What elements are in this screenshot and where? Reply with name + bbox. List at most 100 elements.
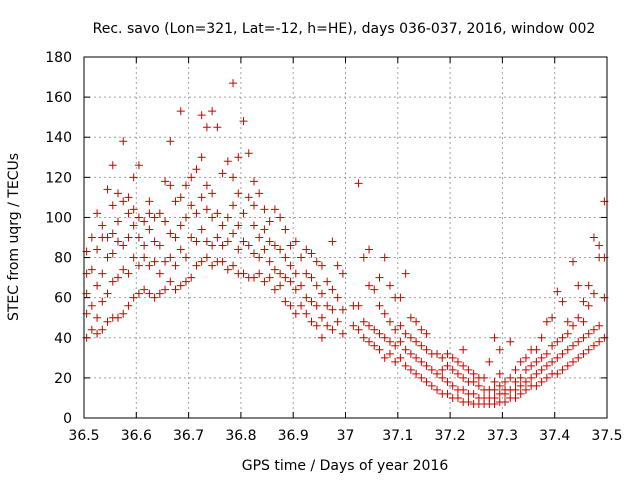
- y-tick-label: 140: [45, 130, 72, 146]
- data-point: [161, 177, 170, 186]
- data-point: [406, 333, 415, 342]
- data-point: [422, 377, 431, 386]
- data-point: [375, 329, 384, 338]
- x-tick-label: 37.5: [591, 428, 622, 444]
- data-point: [370, 341, 379, 350]
- data-point: [276, 213, 285, 222]
- data-point: [93, 313, 102, 322]
- data-point: [574, 353, 583, 362]
- data-point: [516, 381, 525, 390]
- data-point: [406, 349, 415, 358]
- data-point: [265, 237, 274, 246]
- data-point: [223, 157, 232, 166]
- data-point: [229, 79, 238, 88]
- data-point: [93, 245, 102, 254]
- data-point: [113, 237, 122, 246]
- data-point: [140, 217, 149, 226]
- data-point: [202, 123, 211, 132]
- data-point: [265, 257, 274, 266]
- data-point: [532, 345, 541, 354]
- data-point: [181, 277, 190, 286]
- data-point: [391, 325, 400, 334]
- data-point: [422, 361, 431, 370]
- data-point: [140, 285, 149, 294]
- data-point: [286, 277, 295, 286]
- data-point: [108, 161, 117, 170]
- data-point: [595, 321, 604, 330]
- data-point: [323, 321, 332, 330]
- data-point: [223, 265, 232, 274]
- data-points: [82, 79, 609, 408]
- data-point: [323, 277, 332, 286]
- data-point: [317, 333, 326, 342]
- data-point: [208, 213, 217, 222]
- data-point: [249, 221, 258, 230]
- data-point: [161, 257, 170, 266]
- data-point: [166, 229, 175, 238]
- data-point: [354, 179, 363, 188]
- data-point: [469, 389, 478, 398]
- data-point: [380, 353, 389, 362]
- data-point: [192, 261, 201, 270]
- data-point: [302, 245, 311, 254]
- data-point: [553, 287, 562, 296]
- data-point: [417, 341, 426, 350]
- data-point: [234, 221, 243, 230]
- data-point: [150, 293, 159, 302]
- data-point: [328, 237, 337, 246]
- data-point: [208, 241, 217, 250]
- data-point: [542, 361, 551, 370]
- data-point: [187, 273, 196, 282]
- axis-ticks: 36.5 36.6 36.7 36.8 36.9 37 37.1 37.2 37.3 37.4 37…: [45, 50, 622, 444]
- data-point: [171, 197, 180, 206]
- data-point: [276, 245, 285, 254]
- data-point: [218, 257, 227, 266]
- data-point: [134, 261, 143, 270]
- data-point: [166, 253, 175, 262]
- data-point: [98, 297, 107, 306]
- data-point: [213, 209, 222, 218]
- data-point: [495, 345, 504, 354]
- data-point: [516, 373, 525, 382]
- data-point: [480, 373, 489, 382]
- data-point: [365, 245, 374, 254]
- data-point: [584, 345, 593, 354]
- data-point: [579, 317, 588, 326]
- data-point: [208, 107, 217, 116]
- data-point: [579, 297, 588, 306]
- data-point: [569, 341, 578, 350]
- data-point: [359, 253, 368, 262]
- data-point: [459, 345, 468, 354]
- data-point: [134, 233, 143, 242]
- data-point: [563, 345, 572, 354]
- data-point: [234, 245, 243, 254]
- data-point: [134, 161, 143, 170]
- data-point: [260, 205, 269, 214]
- data-point: [166, 277, 175, 286]
- data-point: [490, 333, 499, 342]
- data-point: [521, 365, 530, 374]
- data-point: [375, 273, 384, 282]
- data-point: [464, 397, 473, 406]
- y-tick-label: 20: [54, 371, 72, 387]
- data-point: [453, 357, 462, 366]
- data-point: [307, 273, 316, 282]
- data-point: [229, 261, 238, 270]
- data-point: [270, 241, 279, 250]
- data-point: [297, 301, 306, 310]
- data-point: [328, 285, 337, 294]
- data-point: [532, 381, 541, 390]
- data-point: [145, 197, 154, 206]
- data-point: [317, 261, 326, 270]
- data-point: [485, 357, 494, 366]
- data-point: [579, 349, 588, 358]
- x-tick-label: 36.6: [121, 428, 152, 444]
- data-point: [192, 237, 201, 246]
- data-point: [113, 189, 122, 198]
- data-point: [459, 385, 468, 394]
- data-point: [312, 301, 321, 310]
- data-point: [208, 189, 217, 198]
- data-point: [140, 241, 149, 250]
- data-point: [98, 221, 107, 230]
- data-point: [281, 273, 290, 282]
